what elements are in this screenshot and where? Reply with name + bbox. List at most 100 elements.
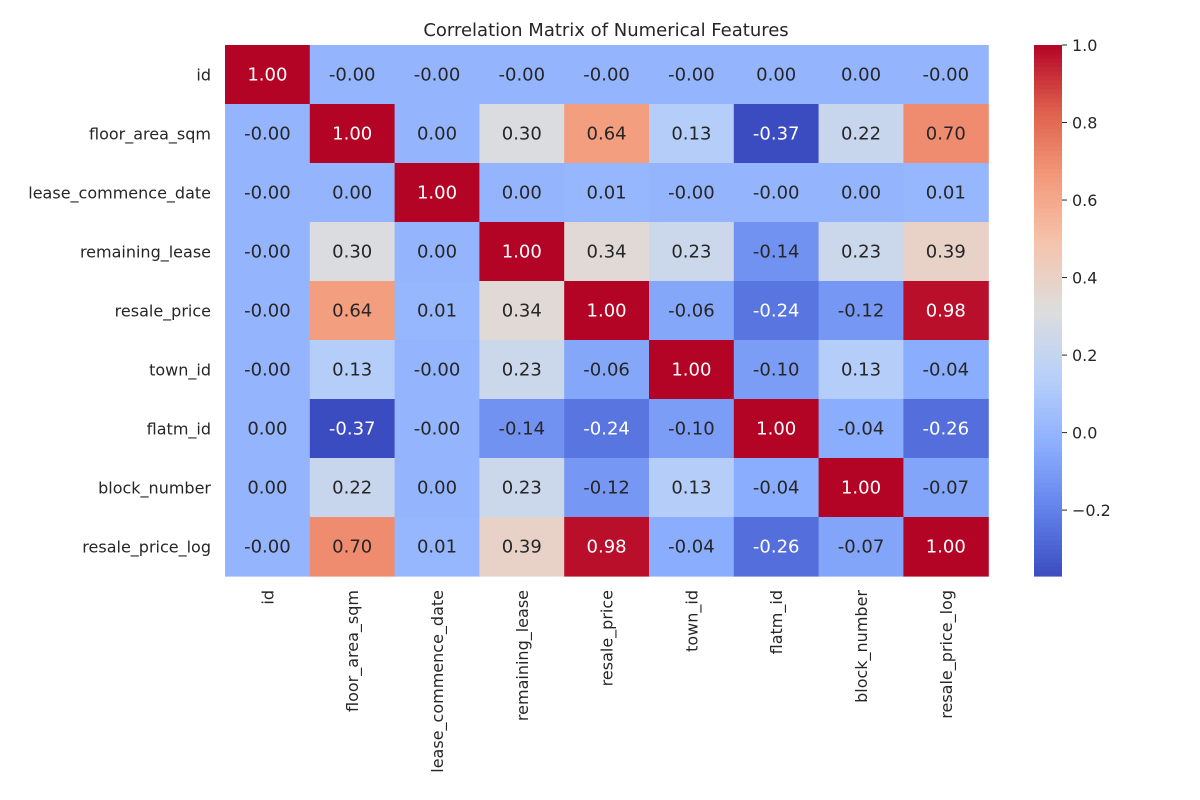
colorbar-segment: [1034, 129, 1062, 135]
colorbar-segment: [1034, 146, 1062, 152]
heatmap-cell: [733, 104, 820, 164]
heatmap-cell-value: 1.00: [247, 65, 287, 86]
colorbar-segment: [1034, 310, 1062, 316]
heatmap-cell-value: -0.06: [583, 360, 630, 381]
colorbar-segment: [1034, 323, 1062, 329]
heatmap-cell-value: -0.26: [923, 419, 970, 440]
colorbar-segment: [1034, 359, 1062, 365]
colorbar-segment: [1034, 385, 1062, 391]
heatmap-cell: [733, 163, 820, 223]
heatmap-cell: [394, 163, 480, 223]
heatmap-cell: [818, 45, 904, 105]
heatmap-cell: [564, 458, 650, 518]
heatmap-cell-value: 0.13: [332, 360, 372, 381]
colorbar-segment: [1034, 421, 1062, 427]
column-label: remaining_lease: [513, 590, 533, 721]
heatmap-cell-value: 1.00: [841, 478, 881, 499]
heatmap-cell: [818, 340, 904, 400]
colorbar-tick-label: −0.2: [1072, 501, 1111, 520]
heatmap-cell: [903, 340, 989, 400]
colorbar-segment: [1034, 372, 1062, 378]
colorbar-segment: [1034, 151, 1062, 157]
heatmap-cell: [309, 45, 396, 105]
colorbar-segment: [1034, 292, 1062, 298]
colorbar-tick-label: 0.4: [1072, 269, 1097, 288]
heatmap-cell: [394, 222, 480, 282]
colorbar-segment: [1034, 301, 1062, 307]
colorbar-segment: [1034, 80, 1062, 86]
colorbar-segment: [1034, 235, 1062, 241]
colorbar-segment: [1034, 394, 1062, 400]
column-label: floor_area_sqm: [343, 590, 363, 712]
heatmap-cell-value: -0.00: [329, 65, 376, 86]
colorbar-segment: [1034, 549, 1062, 555]
colorbar-segment: [1034, 403, 1062, 409]
colorbar-segment: [1034, 500, 1062, 506]
heatmap-cell: [479, 163, 565, 223]
colorbar-tick-label: 0.8: [1072, 114, 1097, 133]
heatmap-cell: [564, 517, 650, 577]
row-label: id: [196, 66, 211, 85]
heatmap-cell: [649, 340, 735, 400]
colorbar-segment: [1034, 345, 1062, 351]
row-label: floor_area_sqm: [89, 125, 211, 145]
colorbar-segment: [1034, 120, 1062, 126]
heatmap-cell-value: 0.98: [926, 301, 966, 322]
colorbar-tick-label: 0.6: [1072, 191, 1097, 210]
heatmap-cell-value: -0.07: [923, 478, 970, 499]
heatmap-cell: [903, 281, 989, 341]
heatmap-cell-value: 1.00: [926, 537, 966, 558]
colorbar-segment: [1034, 567, 1062, 573]
heatmap-cell-value: -0.04: [923, 360, 970, 381]
colorbar-segment: [1034, 483, 1062, 489]
heatmap-cell-value: 0.23: [502, 478, 542, 499]
colorbar-segment: [1034, 168, 1062, 174]
heatmap-cell-value: -0.12: [583, 478, 630, 499]
heatmap-cell-value: 0.00: [841, 183, 881, 204]
heatmap-cell-value: 0.23: [502, 360, 542, 381]
colorbar-segment: [1034, 173, 1062, 179]
heatmap-cell-value: -0.00: [668, 183, 715, 204]
colorbar-segment: [1034, 306, 1062, 312]
heatmap-cell-value: 0.13: [671, 478, 711, 499]
heatmap-cell-value: 0.00: [841, 65, 881, 86]
heatmap-cell: [479, 340, 565, 400]
colorbar-segment: [1034, 491, 1062, 497]
colorbar-segment: [1034, 84, 1062, 90]
row-label: lease_commence_date: [28, 184, 211, 204]
heatmap-cell: [649, 458, 735, 518]
heatmap-cell: [903, 45, 989, 105]
heatmap-cell: [225, 517, 311, 577]
colorbar-segment: [1034, 474, 1062, 480]
heatmap-cell: [479, 458, 565, 518]
heatmap-cell-value: 1.00: [756, 419, 796, 440]
colorbar-segment: [1034, 137, 1062, 143]
heatmap-cell-value: 0.34: [502, 301, 542, 322]
colorbar-segment: [1034, 465, 1062, 471]
heatmap-cell-value: -0.37: [329, 419, 376, 440]
heatmap-cell: [394, 458, 480, 518]
heatmap-cell: [818, 222, 904, 282]
column-label: resale_price: [598, 590, 618, 686]
heatmap-cell-value: -0.00: [923, 65, 970, 86]
heatmap-cell: [394, 104, 480, 164]
colorbar-segment: [1034, 527, 1062, 533]
heatmap-cell-value: 0.22: [332, 478, 372, 499]
heatmap-cell-value: 0.00: [756, 65, 796, 86]
colorbar-segment: [1034, 558, 1062, 564]
colorbar-segment: [1034, 332, 1062, 338]
heatmap-cell-value: -0.00: [244, 183, 291, 204]
colorbar-segment: [1034, 115, 1062, 121]
colorbar-segment: [1034, 102, 1062, 108]
heatmap-cell-value: 0.98: [587, 537, 627, 558]
heatmap-cell: [309, 340, 396, 400]
colorbar-segment: [1034, 248, 1062, 254]
heatmap-cells: [225, 45, 989, 577]
colorbar-segment: [1034, 337, 1062, 343]
heatmap-cell: [733, 45, 820, 105]
row-label: remaining_lease: [80, 243, 211, 263]
heatmap-cell-value: -0.04: [753, 478, 800, 499]
colorbar-tick-label: 0.0: [1072, 424, 1097, 443]
heatmap-cell-value: -0.10: [753, 360, 800, 381]
heatmap-cell-value: 0.00: [332, 183, 372, 204]
